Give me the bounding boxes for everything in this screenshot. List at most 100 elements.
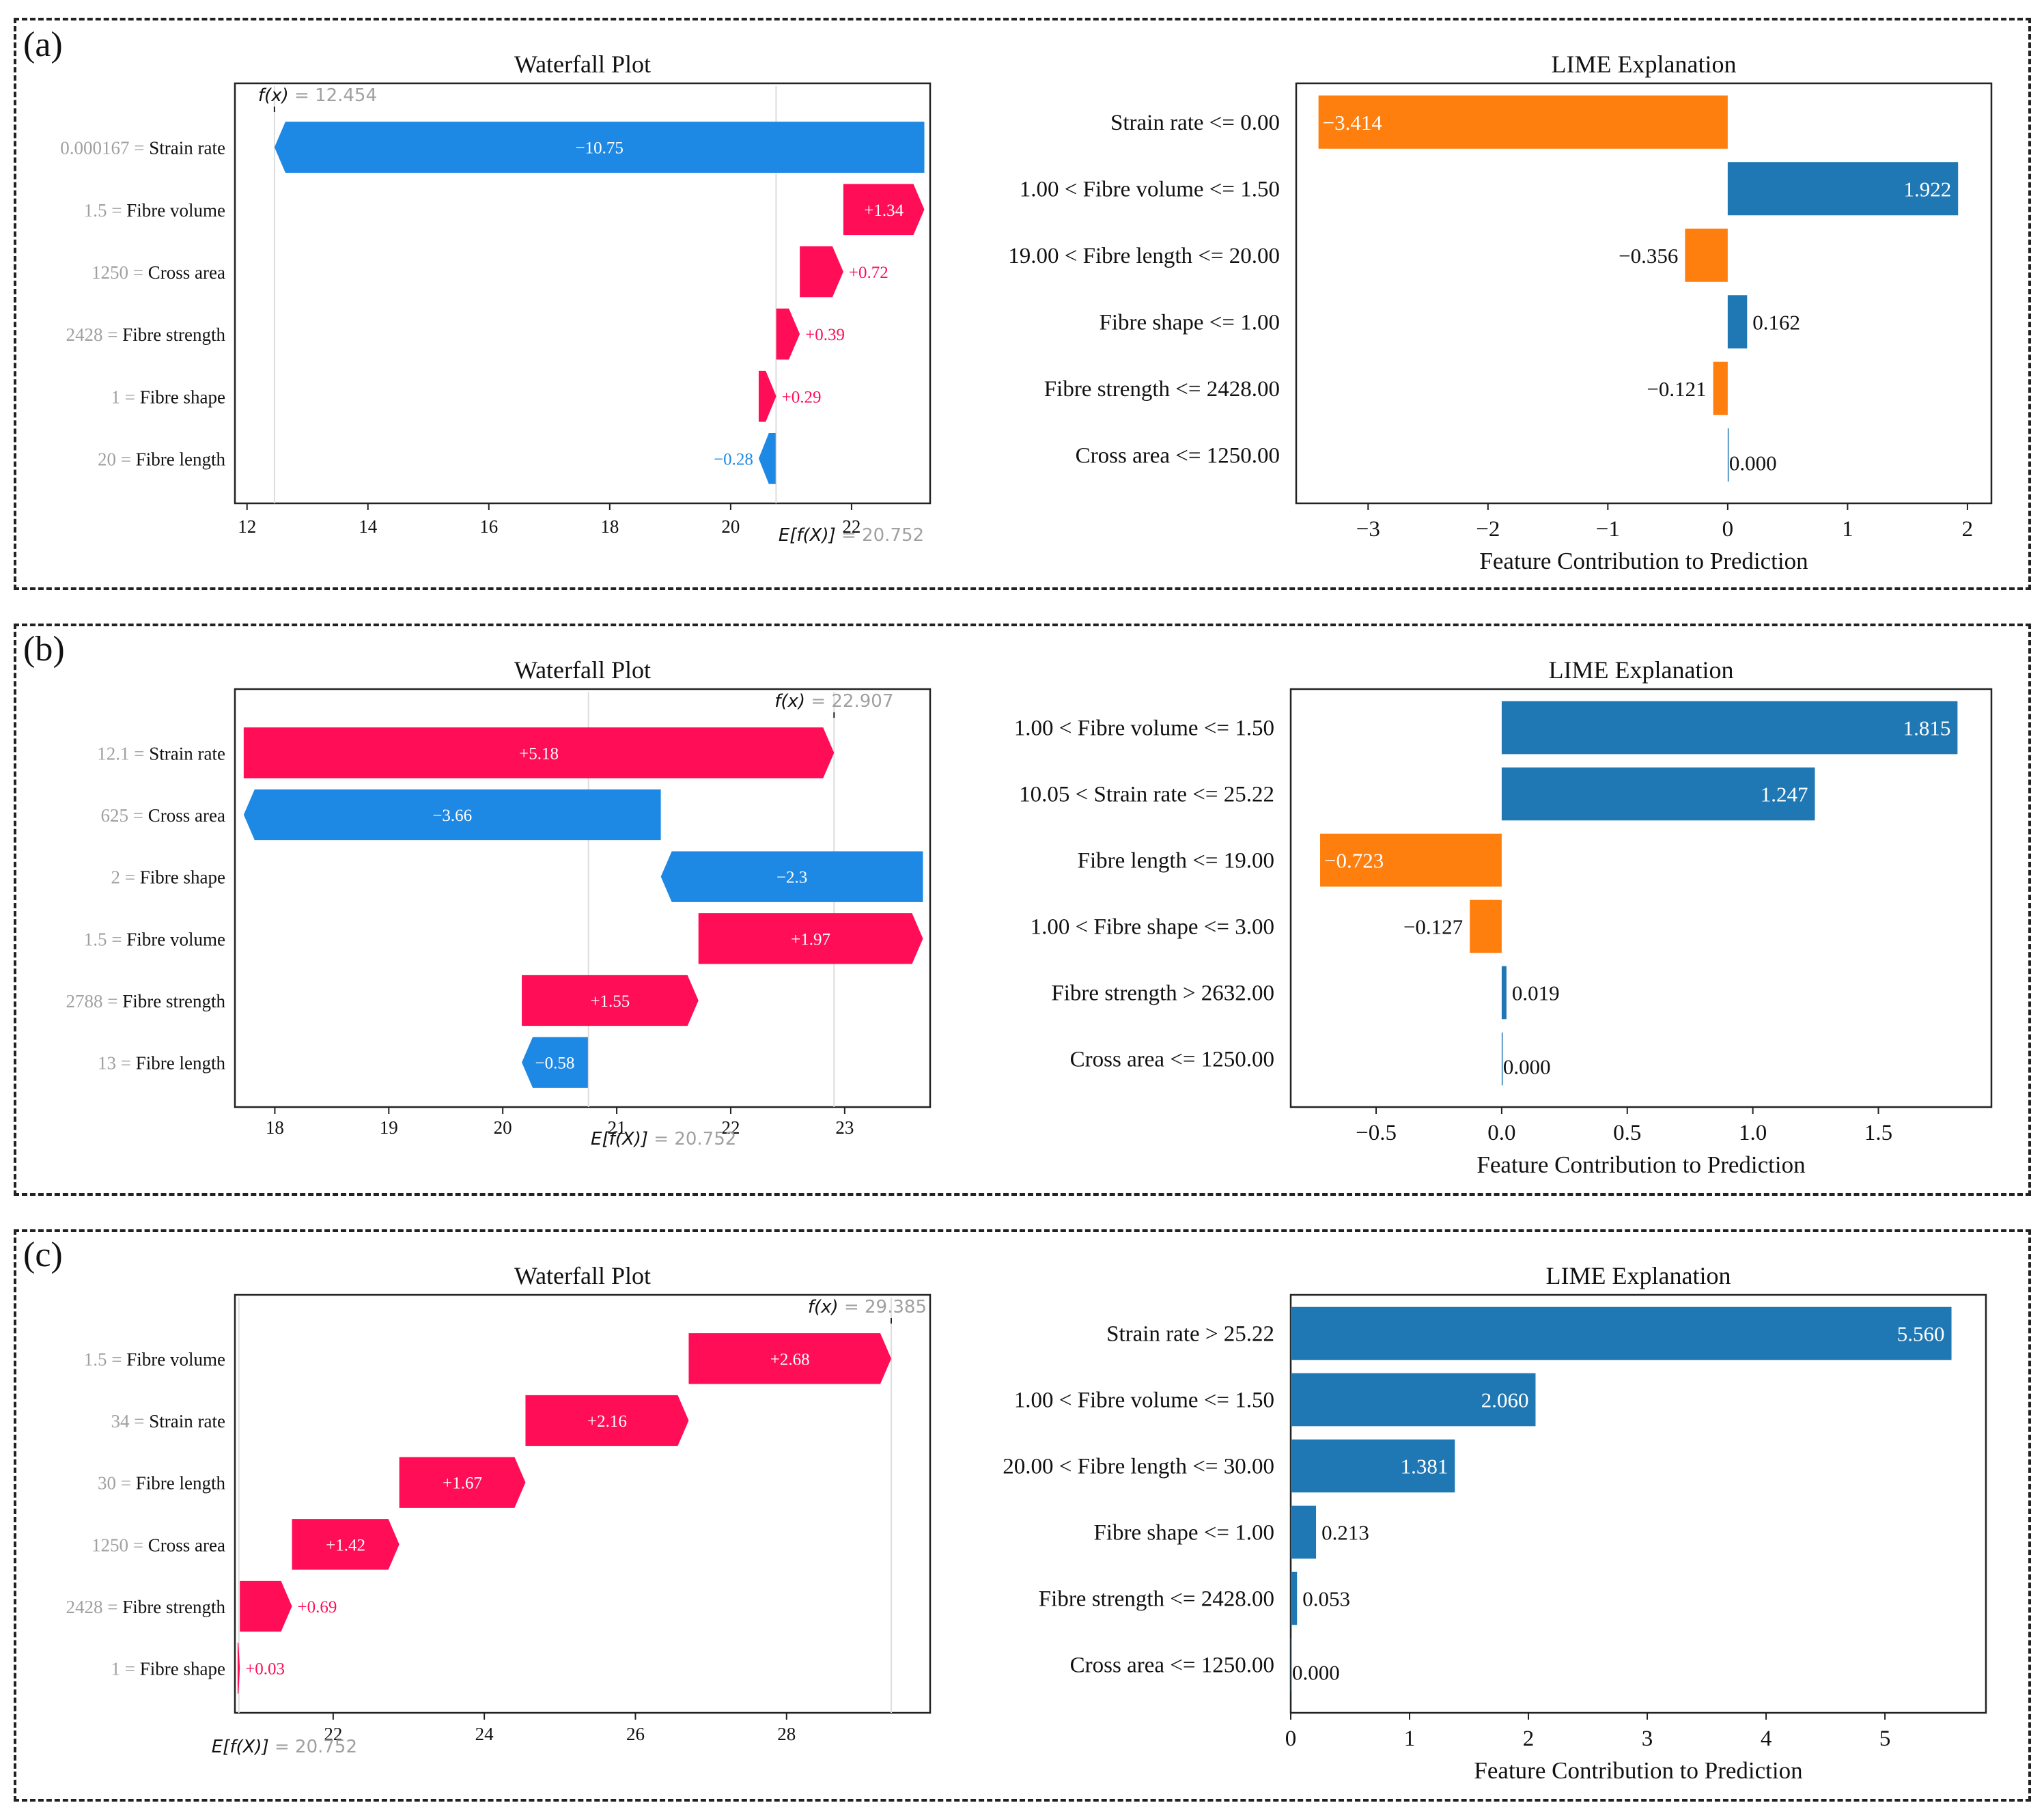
wf2-fx-annotation: f(x) = 29.385 — [808, 1297, 927, 1317]
lime1-category-1: 10.05 < Strain rate <= 25.22 — [1019, 783, 1274, 807]
wf1-plot-frame — [234, 688, 932, 1108]
lime1-plot-frame — [1289, 688, 1993, 1108]
lime2-category-3: Fibre shape <= 1.00 — [1093, 1521, 1274, 1546]
lime2-value-label-5: 0.000 — [1292, 1661, 1340, 1685]
wf0-bar-label-4: +0.29 — [782, 388, 822, 406]
lime0-value-label-3: 0.162 — [1752, 310, 1800, 334]
wf2-ylabel-2: 30 = Fibre length — [98, 1473, 225, 1494]
wf0-bar-2 — [800, 246, 843, 298]
wf2-ylabel-name-0: Fibre volume — [126, 1349, 225, 1369]
wf1-ylabel-4: 2788 = Fibre strength — [66, 991, 226, 1011]
lime0-tick-label-5: 2 — [1962, 517, 1974, 542]
lime2-value-label-2: 1.381 — [1401, 1455, 1448, 1479]
wf1-ylabel-value-1: 625 = — [101, 805, 148, 826]
wf0-ylabel-3: 2428 = Fibre strength — [66, 324, 226, 345]
lime0-category-0: Strain rate <= 0.00 — [1110, 111, 1280, 135]
lime0-bar-1 — [1727, 162, 1959, 216]
wf2-ylabel-name-3: Cross area — [148, 1535, 225, 1555]
wf1-ylabel-value-5: 13 = — [98, 1053, 136, 1074]
wf2-ylabel-value-4: 2428 = — [66, 1597, 123, 1617]
lime1-category-0: 1.00 < Fibre volume <= 1.50 — [1014, 716, 1274, 741]
wf1-efx-value: = 20.752 — [654, 1129, 736, 1149]
wf0-tick-label-2: 16 — [479, 516, 498, 537]
lime1-title: LIME Explanation — [1549, 656, 1734, 684]
lime2-plot-frame — [1289, 1293, 1987, 1714]
wf1-tick-label-4: 22 — [721, 1117, 740, 1138]
lime0-category-5: Cross area <= 1250.00 — [1076, 443, 1280, 468]
wf2-bar-3 — [292, 1519, 400, 1570]
wf0-bar-4 — [758, 370, 776, 422]
wf2-ylabel-4: 2428 = Fibre strength — [66, 1597, 226, 1617]
lime1-category-4: Fibre strength > 2632.00 — [1051, 981, 1274, 1006]
wf0-bar-5 — [758, 433, 776, 484]
wf1-ylabel-value-4: 2788 = — [66, 991, 123, 1011]
lime1-value-label-5: 0.000 — [1503, 1055, 1551, 1079]
wf1-ylabel-3: 1.5 = Fibre volume — [84, 929, 225, 949]
wf2-ylabel-1: 34 = Strain rate — [111, 1411, 225, 1431]
lime0-bar-3 — [1727, 295, 1748, 349]
wf2-fx-label: f(x) — [808, 1297, 844, 1317]
lime0-bar-2 — [1685, 228, 1728, 282]
panel-label-c: (c) — [23, 1235, 63, 1274]
lime1-tick-label-3: 1.0 — [1739, 1121, 1767, 1145]
wf1-fx-label: f(x) — [774, 691, 811, 712]
lime0-category-2: 19.00 < Fibre length <= 20.00 — [1008, 244, 1280, 268]
wf2-bar-2 — [399, 1457, 526, 1508]
wf0-efx-label: E[f(X)] — [779, 525, 841, 546]
wf0-tick-label-4: 20 — [721, 516, 740, 537]
wf2-ylabel-5: 1 = Fibre shape — [111, 1659, 225, 1679]
lime0-value-label-4: −0.121 — [1647, 377, 1706, 401]
wf2-ylabel-3: 1250 = Cross area — [92, 1535, 225, 1555]
lime1-tick-label-1: 0.0 — [1487, 1121, 1515, 1145]
wf2-ylabel-value-2: 30 = — [98, 1473, 136, 1494]
wf2-ylabel-value-1: 34 = — [111, 1411, 150, 1431]
wf2-bar-label-1: +2.16 — [587, 1412, 627, 1431]
lime1-value-label-4: 0.019 — [1512, 981, 1560, 1005]
wf1-efx-label: E[f(X)] — [591, 1129, 654, 1149]
lime1-value-label-3: −0.127 — [1403, 915, 1463, 939]
wf2-ylabel-0: 1.5 = Fibre volume — [84, 1349, 225, 1369]
lime2-bar-1 — [1291, 1373, 1536, 1427]
wf0-bar-label-5: −0.28 — [714, 450, 753, 469]
lime0-bar-0 — [1318, 95, 1728, 149]
wf2-ylabel-name-1: Strain rate — [149, 1411, 225, 1431]
lime0-category-4: Fibre strength <= 2428.00 — [1044, 377, 1280, 402]
wf2-plot-frame — [234, 1293, 932, 1714]
wf1-efx-annotation: E[f(X)] = 20.752 — [591, 1129, 736, 1149]
wf0-bar-1 — [843, 184, 925, 236]
panel-label-a: (a) — [23, 25, 63, 64]
wf1-bar-label-5: −0.58 — [535, 1054, 575, 1073]
wf2-efx-label: E[f(X)] — [212, 1737, 275, 1757]
wf1-fx-annotation: f(x) = 22.907 — [774, 691, 893, 712]
wf2-ylabel-name-2: Fibre length — [136, 1473, 226, 1494]
wf2-fx-value: = 29.385 — [844, 1297, 927, 1317]
lime2-bar-5 — [1291, 1638, 1292, 1692]
wf2-title: Waterfall Plot — [514, 1262, 651, 1289]
lime0-category-3: Fibre shape <= 1.00 — [1099, 310, 1280, 335]
lime2-value-label-0: 5.560 — [1897, 1322, 1945, 1346]
wf0-ylabel-value-3: 2428 = — [66, 324, 123, 345]
lime2-tick-label-2: 2 — [1523, 1726, 1535, 1751]
lime2-bar-3 — [1291, 1505, 1317, 1559]
wf1-bar-label-1: −3.66 — [432, 807, 472, 825]
lime2-category-1: 1.00 < Fibre volume <= 1.50 — [1014, 1388, 1274, 1413]
wf0-plot-frame — [234, 82, 932, 505]
wf2-efx-value: = 20.752 — [275, 1737, 357, 1757]
lime1-category-3: 1.00 < Fibre shape <= 3.00 — [1031, 915, 1274, 940]
lime1-category-2: Fibre length <= 19.00 — [1078, 849, 1274, 873]
wf0-title: Waterfall Plot — [514, 51, 651, 78]
wf2-bar-1 — [525, 1395, 689, 1446]
wf0-bar-label-3: +0.39 — [805, 326, 845, 344]
wf0-ylabel-value-2: 1250 = — [92, 262, 148, 283]
lime1-value-label-2: −0.723 — [1324, 849, 1384, 873]
wf1-title: Waterfall Plot — [514, 656, 651, 684]
wf1-tick-label-3: 21 — [608, 1117, 626, 1138]
lime2-value-label-3: 0.213 — [1321, 1521, 1369, 1545]
lime1-xlabel: Feature Contribution to Prediction — [1476, 1151, 1805, 1178]
wf2-bar-0 — [688, 1333, 892, 1384]
wf2-ylabel-name-5: Fibre shape — [140, 1659, 225, 1679]
lime0-tick-label-0: −3 — [1356, 517, 1380, 542]
lime2-category-5: Cross area <= 1250.00 — [1070, 1653, 1274, 1678]
wf0-bar-label-1: +1.34 — [864, 201, 904, 220]
